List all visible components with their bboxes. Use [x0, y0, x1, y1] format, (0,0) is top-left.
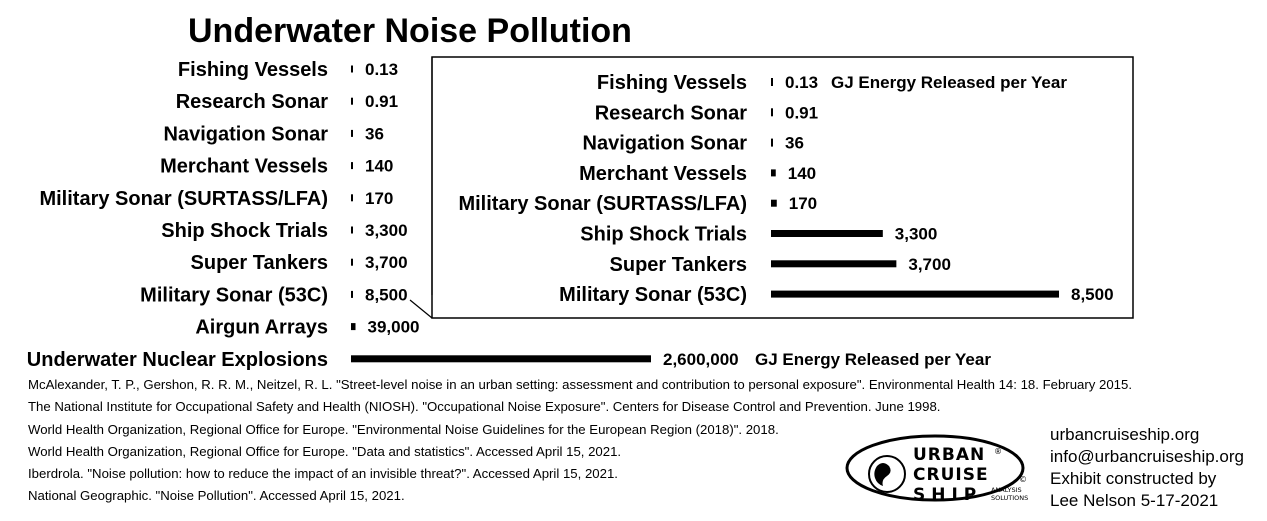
bar-ship-shock-trials [771, 230, 883, 237]
bar-underwater-nuclear-explosions [351, 355, 651, 363]
inset-frame [431, 56, 1134, 319]
bar-merchant-vessels [351, 162, 353, 170]
category-label-fishing-vessels: Fishing Vessels [597, 72, 747, 94]
unit-label: GJ Energy Released per Year [831, 73, 1067, 92]
bar-merchant-vessels [771, 169, 776, 177]
logo-word-ship: SHIP [913, 485, 982, 505]
logo-registered-mark: ® [994, 447, 1002, 456]
logo-sub-solutions: SOLUTIONS [991, 494, 1028, 502]
logo-copyright-mark: © [1019, 475, 1027, 484]
value-label-research-sonar: 0.91 [785, 103, 818, 122]
value-label-navigation-sonar: 36 [365, 124, 384, 143]
category-label-underwater-nuclear-explosions: Underwater Nuclear Explosions [27, 349, 328, 371]
main-bar-chart: Fishing Vessels 0.13 Research Sonar 0.91 Nav… [27, 59, 992, 371]
logo-word-urban: URBAN [913, 445, 985, 465]
reference-item: The National Institute for Occupational … [28, 399, 941, 415]
value-label-military-sonar-53c: 8,500 [1071, 285, 1114, 304]
value-label-underwater-nuclear-explosions: 2,600,000 [663, 350, 739, 369]
value-label-fishing-vessels: 0.13 [785, 73, 818, 92]
category-label-fishing-vessels: Fishing Vessels [178, 59, 328, 81]
value-label-military-sonar-surtass-lfa: 170 [365, 189, 393, 208]
logo-word-cruise: CRUISE [913, 465, 989, 485]
email-text: info@urbancruiseship.org [1050, 447, 1244, 466]
unit-label: GJ Energy Released per Year [755, 350, 991, 369]
value-label-research-sonar: 0.91 [365, 92, 398, 111]
bar-fishing-vessels [771, 78, 773, 86]
value-label-super-tankers: 3,700 [365, 253, 408, 272]
credit-text: Exhibit constructed by [1050, 469, 1217, 488]
value-label-merchant-vessels: 140 [365, 157, 393, 176]
value-label-ship-shock-trials: 3,300 [365, 221, 408, 240]
bar-research-sonar [771, 108, 773, 117]
bar-military-sonar-surtass-lfa [351, 194, 353, 202]
value-label-military-sonar-surtass-lfa: 170 [789, 194, 817, 213]
category-label-research-sonar: Research Sonar [176, 91, 329, 113]
references: McAlexander, T. P., Gershon, R. R. M., N… [28, 374, 1267, 508]
value-label-ship-shock-trials: 3,300 [895, 225, 938, 244]
value-label-airgun-arrays: 39,000 [368, 318, 420, 337]
category-label-military-sonar-53c: Military Sonar (53C) [559, 284, 747, 306]
author-date-text: Lee Nelson 5-17-2021 [1050, 491, 1219, 510]
value-label-navigation-sonar: 36 [785, 134, 804, 153]
reference-item: National Geographic. "Noise Pollution". … [28, 488, 405, 504]
category-label-military-sonar-53c: Military Sonar (53C) [140, 284, 328, 306]
reference-item: Iberdrola. "Noise pollution: how to redu… [28, 466, 618, 482]
category-label-super-tankers: Super Tankers [191, 252, 328, 274]
inset-bar-chart: Fishing Vessels 0.13 GJ Energy Released pe… [409, 56, 1134, 319]
category-label-military-sonar-surtass-lfa: Military Sonar (SURTASS/LFA) [39, 188, 328, 210]
bar-military-sonar-surtass-lfa [771, 199, 777, 207]
category-label-merchant-vessels: Merchant Vessels [579, 163, 747, 185]
category-label-navigation-sonar: Navigation Sonar [583, 133, 748, 155]
reference-item: World Health Organization, Regional Offi… [28, 443, 622, 459]
category-label-research-sonar: Research Sonar [595, 102, 748, 124]
globe-continent [874, 463, 891, 486]
bar-navigation-sonar [771, 138, 773, 147]
bar-navigation-sonar [351, 129, 353, 137]
category-label-ship-shock-trials: Ship Shock Trials [580, 224, 747, 246]
logo-ring [845, 434, 1025, 502]
bar-research-sonar [351, 97, 353, 105]
value-label-military-sonar-53c: 8,500 [365, 285, 408, 304]
bar-military-sonar-53c [351, 290, 353, 298]
category-label-ship-shock-trials: Ship Shock Trials [161, 220, 328, 242]
value-label-merchant-vessels: 140 [788, 164, 816, 183]
reference-item: World Health Organization, Regional Offi… [28, 421, 779, 437]
logo-sub-analysis: ANALYSIS [991, 486, 1022, 494]
bar-airgun-arrays [351, 323, 356, 331]
category-label-airgun-arrays: Airgun Arrays [195, 317, 328, 339]
chart-title: Underwater Noise Pollution [188, 12, 632, 50]
category-label-merchant-vessels: Merchant Vessels [160, 156, 328, 178]
inset-connector-bottom [409, 299, 433, 319]
contact-info: urbancruiseship.org info@urbancruiseship… [1050, 424, 1244, 512]
bar-super-tankers [351, 258, 353, 266]
category-label-navigation-sonar: Navigation Sonar [164, 123, 329, 145]
website-text: urbancruiseship.org [1050, 425, 1200, 444]
category-label-military-sonar-surtass-lfa: Military Sonar (SURTASS/LFA) [458, 193, 747, 215]
urban-cruise-ship-logo: URBAN CRUISE SHIP ANALYSIS SOLUTIONS ® © [845, 434, 1028, 505]
value-label-fishing-vessels: 0.13 [365, 60, 398, 79]
bar-military-sonar-53c [771, 290, 1059, 298]
category-label-super-tankers: Super Tankers [610, 254, 747, 276]
bar-ship-shock-trials [351, 226, 353, 234]
value-label-super-tankers: 3,700 [908, 255, 951, 274]
bar-fishing-vessels [351, 65, 353, 73]
bar-super-tankers [771, 260, 897, 268]
reference-item: McAlexander, T. P., Gershon, R. R. M., N… [28, 377, 1133, 392]
